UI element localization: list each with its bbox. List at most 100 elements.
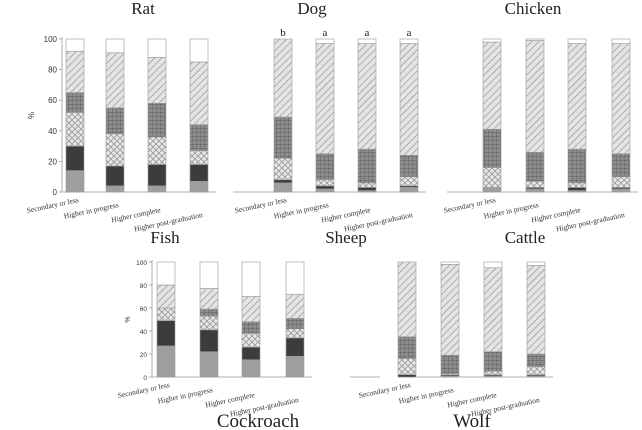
bar-segment-chicken-3-cross_hatch xyxy=(611,176,631,188)
bar-segment-rat-1-diagonal_hatch xyxy=(105,52,125,109)
bar-segment-dog-1-black xyxy=(315,185,335,190)
bar-segment-rat-1-white xyxy=(105,38,125,54)
bar-segment-rat-3-black xyxy=(189,164,209,182)
bar-segment-chicken-0-diagonal_hatch xyxy=(482,41,502,130)
bar-segment-chicken-2-white xyxy=(567,38,587,44)
bar-segment-fish-1-diagonal_hatch xyxy=(199,288,219,310)
bar-segment-fish-0-cross_hatch xyxy=(156,307,176,321)
bar-segment-fish-2-grid xyxy=(241,321,261,334)
bar-segment-cattle-0-grid xyxy=(397,336,417,359)
bar-segment-chicken-1-cross_hatch xyxy=(525,180,545,188)
bar-segment-cattle-0-black xyxy=(397,374,417,378)
bar-segment-cattle-3-white xyxy=(526,261,546,266)
bar-segment-chicken-1-diagonal_hatch xyxy=(525,40,545,153)
bar-segment-chicken-3-diagonal_hatch xyxy=(611,43,631,155)
bar-segment-fish-3-white xyxy=(285,261,305,295)
y-tick-label-fish: 0 xyxy=(143,375,147,382)
bar-segment-rat-1-grid xyxy=(105,107,125,135)
bar-segment-fish-3-dark_gray xyxy=(285,355,305,378)
bar-segment-dog-1-white xyxy=(315,38,335,44)
bar-segment-rat-3-cross_hatch xyxy=(189,150,209,165)
bar-segment-dog-3-dark_gray xyxy=(399,187,419,193)
panel-title-chicken: Chicken xyxy=(505,0,562,18)
bar-segment-cattle-1-white xyxy=(440,261,460,265)
y-tick-label-rat: 60 xyxy=(48,96,57,105)
bar-segment-cattle-3-diagonal_hatch xyxy=(526,265,546,355)
bar-segment-fish-3-cross_hatch xyxy=(285,328,305,339)
bar-annotation-dog-0: b xyxy=(280,27,286,39)
bar-segment-cattle-1-diagonal_hatch xyxy=(440,263,460,356)
y-tick-label-rat: 80 xyxy=(48,66,57,75)
bar-segment-cattle-0-diagonal_hatch xyxy=(397,261,417,338)
bar-segment-dog-0-black xyxy=(273,179,293,184)
bar-segment-dog-1-dark_gray xyxy=(315,188,335,193)
bar-segment-fish-2-white xyxy=(241,261,261,297)
bar-segment-dog-3-diagonal_hatch xyxy=(399,43,419,156)
bar-segment-dog-3-cross_hatch xyxy=(399,176,419,187)
bar-segment-dog-3-grid xyxy=(399,154,419,177)
bar-annotation-dog-3: a xyxy=(407,27,412,39)
bar-segment-cattle-3-cross_hatch xyxy=(526,366,546,375)
y-axis-label-rat: % xyxy=(27,112,36,119)
bar-segment-dog-3-white xyxy=(399,38,419,44)
y-tick-label-rat: 40 xyxy=(48,127,57,136)
bar-segment-chicken-0-dark_gray xyxy=(482,187,502,193)
panel-title-sheep: Sheep xyxy=(325,228,367,247)
bar-segment-chicken-1-grid xyxy=(525,151,545,182)
bar-segment-dog-2-cross_hatch xyxy=(357,182,377,188)
bar-segment-chicken-0-cross_hatch xyxy=(482,167,502,188)
bar-segment-rat-3-diagonal_hatch xyxy=(189,61,209,125)
bar-segment-fish-3-diagonal_hatch xyxy=(285,293,305,319)
bar-segment-dog-2-white xyxy=(357,38,377,44)
bar-segment-rat-2-black xyxy=(147,164,167,187)
panel-title-cattle: Cattle xyxy=(505,228,546,247)
bar-segment-fish-1-grid xyxy=(199,308,219,317)
y-tick-label-rat: 100 xyxy=(44,35,58,44)
bar-segment-fish-1-dark_gray xyxy=(199,351,219,378)
bar-segment-rat-0-diagonal_hatch xyxy=(65,50,85,93)
bar-segment-dog-2-black xyxy=(357,187,377,191)
bar-annotation-dog-2: a xyxy=(365,27,370,39)
bar-segment-rat-0-grid xyxy=(65,92,85,113)
y-axis-label-fish: % xyxy=(125,316,132,322)
bar-segment-fish-0-dark_gray xyxy=(156,345,176,378)
bar-segment-fish-2-diagonal_hatch xyxy=(241,296,261,323)
bar-segment-dog-0-dark_gray xyxy=(273,182,293,193)
bar-segment-chicken-1-white xyxy=(525,38,545,41)
bar-segment-cattle-0-cross_hatch xyxy=(397,358,417,376)
bar-segment-dog-0-diagonal_hatch xyxy=(273,38,293,118)
bar-segment-rat-2-grid xyxy=(147,102,167,138)
bar-segment-fish-0-black xyxy=(156,320,176,347)
bar-segment-fish-3-black xyxy=(285,337,305,357)
bar-segment-chicken-2-black xyxy=(567,187,587,191)
bar-segment-cattle-2-white xyxy=(483,261,503,269)
bar-segment-chicken-3-white xyxy=(611,38,631,44)
bar-segment-dog-2-diagonal_hatch xyxy=(357,43,377,150)
bar-segment-cattle-2-grid xyxy=(483,351,503,372)
bar-segment-rat-2-dark_gray xyxy=(147,185,167,193)
bottom-label-wolf: Wolf xyxy=(453,411,491,430)
panel-title-dog: Dog xyxy=(297,0,327,18)
bar-segment-cattle-2-cross_hatch xyxy=(483,370,503,375)
bar-segment-chicken-1-dark_gray xyxy=(525,188,545,193)
bar-segment-rat-2-white xyxy=(147,38,167,58)
bar-segment-fish-1-black xyxy=(199,329,219,353)
bar-segment-chicken-2-grid xyxy=(567,148,587,184)
bottom-label-cockroach: Cockroach xyxy=(217,411,300,430)
y-tick-label-fish: 60 xyxy=(140,306,148,313)
bar-segment-chicken-2-cross_hatch xyxy=(567,182,587,188)
y-tick-label-fish: 20 xyxy=(140,352,148,359)
bar-segment-rat-3-white xyxy=(189,38,209,63)
bar-segment-fish-2-cross_hatch xyxy=(241,332,261,348)
bar-segment-fish-1-cross_hatch xyxy=(199,315,219,331)
y-tick-label-rat: 0 xyxy=(53,188,58,197)
bar-segment-fish-0-white xyxy=(156,261,176,286)
bar-segment-dog-1-cross_hatch xyxy=(315,179,335,187)
bar-segment-cattle-2-diagonal_hatch xyxy=(483,267,503,352)
bar-segment-rat-3-grid xyxy=(189,124,209,151)
bar-segment-dog-2-grid xyxy=(357,148,377,184)
bar-segment-rat-1-cross_hatch xyxy=(105,133,125,167)
